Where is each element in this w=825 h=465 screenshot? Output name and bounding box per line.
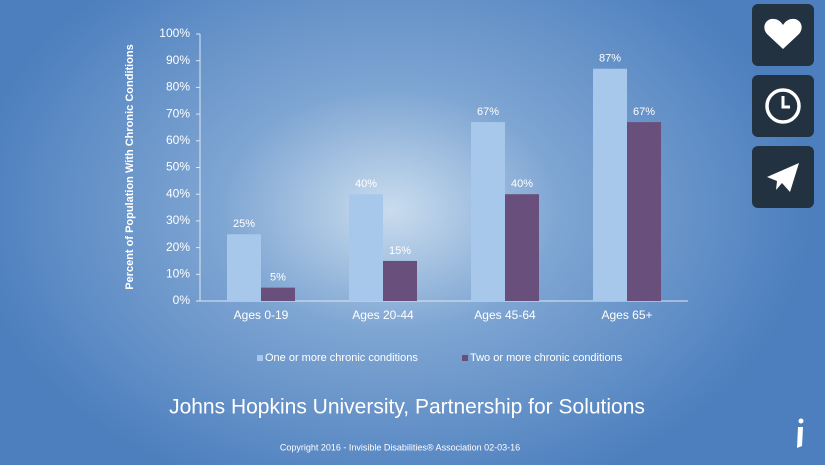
value-label: 67% [477, 106, 499, 118]
bar [593, 68, 627, 302]
y-tick-label: 20% [166, 240, 190, 254]
bar [505, 194, 539, 301]
bar [227, 234, 261, 301]
x-tick-label: Ages 45-64 [474, 308, 536, 322]
y-tick-label: 10% [166, 266, 190, 280]
y-tick-label: 60% [166, 133, 190, 147]
legend-label: Two or more chronic conditions [470, 352, 623, 364]
like-button[interactable] [752, 4, 814, 66]
value-label: 87% [599, 53, 621, 65]
value-label: 40% [511, 178, 533, 190]
legend-swatch [257, 355, 263, 361]
value-label: 67% [633, 106, 655, 118]
bar [383, 260, 417, 301]
legend-label: One or more chronic conditions [265, 352, 418, 364]
y-tick-label: 90% [166, 53, 190, 67]
x-tick-label: Ages 20-44 [352, 308, 414, 322]
value-label: 40% [355, 178, 377, 190]
watch-later-button[interactable] [752, 75, 814, 137]
value-label: 5% [270, 272, 286, 284]
y-axis-label: Percent of Population With Chronic Condi… [124, 44, 136, 290]
caption: Johns Hopkins University, Partnership fo… [169, 396, 645, 419]
y-tick-label: 50% [166, 160, 190, 174]
copyright: Copyright 2016 - Invisible Disabilities®… [280, 442, 520, 452]
bar [349, 194, 383, 301]
value-label: 15% [389, 245, 411, 257]
y-tick-label: 80% [166, 80, 190, 94]
logo [797, 418, 804, 448]
bar [261, 287, 295, 301]
y-tick-label: 70% [166, 106, 190, 120]
bar [471, 122, 505, 301]
share-button[interactable] [752, 146, 814, 208]
y-tick-label: 0% [173, 293, 191, 307]
x-tick-label: Ages 0-19 [234, 308, 289, 322]
bar [627, 122, 661, 301]
x-tick-label: Ages 65+ [601, 308, 652, 322]
y-tick-label: 100% [159, 26, 190, 40]
legend-swatch [462, 355, 468, 361]
y-tick-label: 30% [166, 213, 190, 227]
value-label: 25% [233, 218, 255, 230]
y-tick-label: 40% [166, 186, 190, 200]
